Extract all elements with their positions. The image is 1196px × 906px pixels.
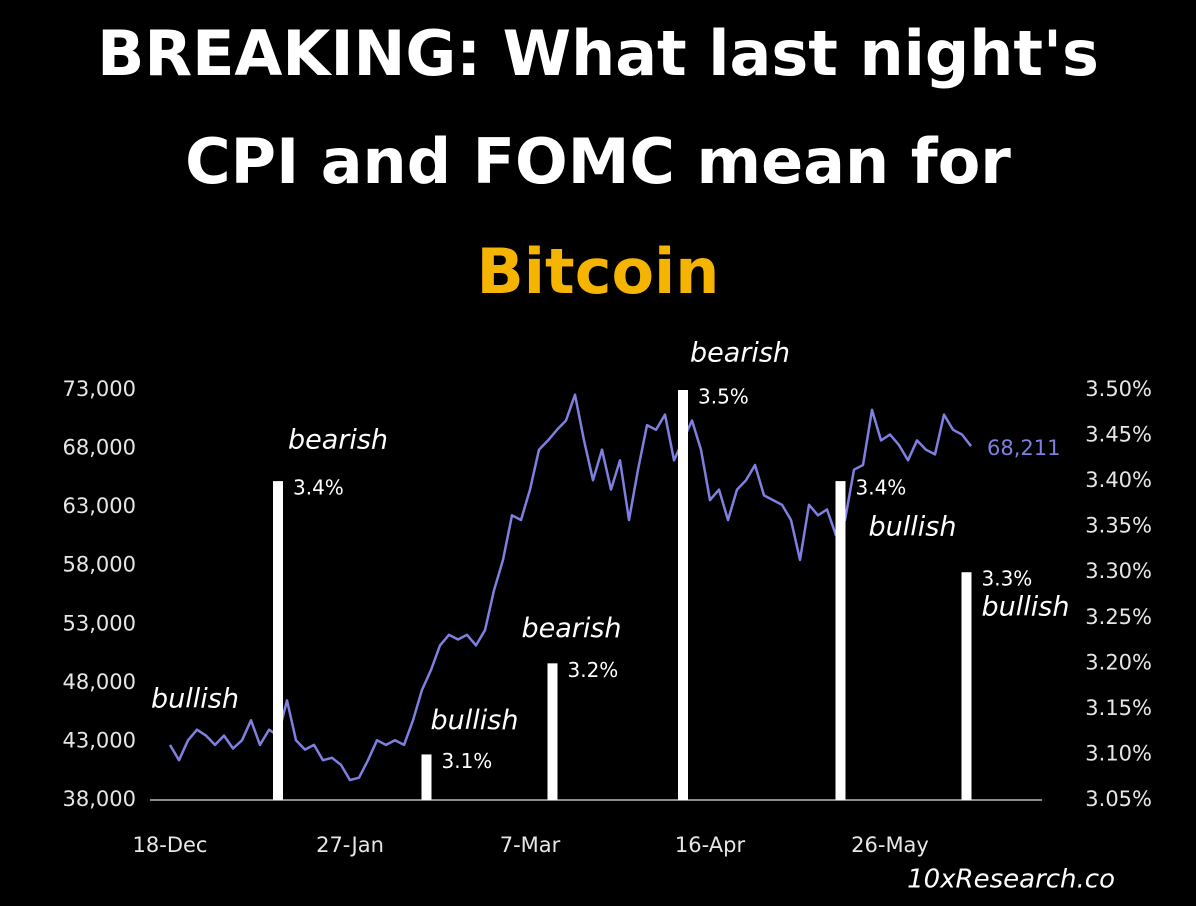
x-tick-label: 26-May [851,833,929,857]
y2-tick-label: 3.45% [1085,423,1152,447]
y-tick-label: 68,000 [63,436,136,460]
cpi-bar [678,390,688,800]
x-tick-label: 27-Jan [316,833,384,857]
y-tick-label: 73,000 [63,377,136,401]
y-tick-label: 43,000 [63,728,136,752]
last-value-label: 68,211 [987,436,1060,460]
cpi-bar [835,481,846,800]
sentiment-label: bearish [521,613,621,644]
bar-value-label: 3.1% [442,749,493,773]
cpi-bar [273,481,283,800]
y2-tick-label: 3.35% [1085,514,1152,538]
y-tick-label: 38,000 [63,787,136,811]
y2-tick-label: 3.20% [1085,650,1152,674]
cpi-bar [421,754,432,800]
y2-tick-label: 3.40% [1085,468,1152,492]
cpi-bar [547,663,558,800]
title-line: CPI and FOMC mean for [185,125,1011,198]
y2-tick-label: 3.10% [1085,741,1152,765]
x-tick-label: 18-Dec [133,833,208,857]
y2-tick-label: 3.15% [1085,696,1152,720]
sentiment-label: bullish [869,512,957,543]
sentiment-label: bearish [288,425,388,456]
sentiment-label: bullish [431,705,519,736]
title-line: BREAKING: What last night's [97,17,1099,90]
title-highlight: Bitcoin [477,235,720,308]
sentiment-label: bearish [690,338,790,369]
x-tick-label: 16-Apr [675,833,746,857]
y2-tick-label: 3.30% [1085,559,1152,583]
bar-value-label: 3.4% [293,476,344,500]
source: 10xResearch.co [907,865,1115,895]
y2-tick-label: 3.05% [1085,787,1152,811]
annotation: bullish [151,684,239,715]
bar-value-label: 3.2% [568,658,619,682]
y2-tick-label: 3.50% [1085,377,1152,401]
y-tick-label: 48,000 [63,670,136,694]
bar-value-label: 3.5% [698,385,749,409]
y-tick-label: 58,000 [63,553,136,577]
y-tick-label: 53,000 [63,611,136,635]
x-tick-label: 7-Mar [500,833,561,857]
y2-tick-label: 3.25% [1085,605,1152,629]
y-tick-label: 63,000 [63,494,136,518]
sentiment-label: bullish [982,592,1070,623]
bar-value-label: 3.3% [982,567,1033,591]
cpi-bar [961,572,972,800]
bar-value-label: 3.4% [856,476,907,500]
